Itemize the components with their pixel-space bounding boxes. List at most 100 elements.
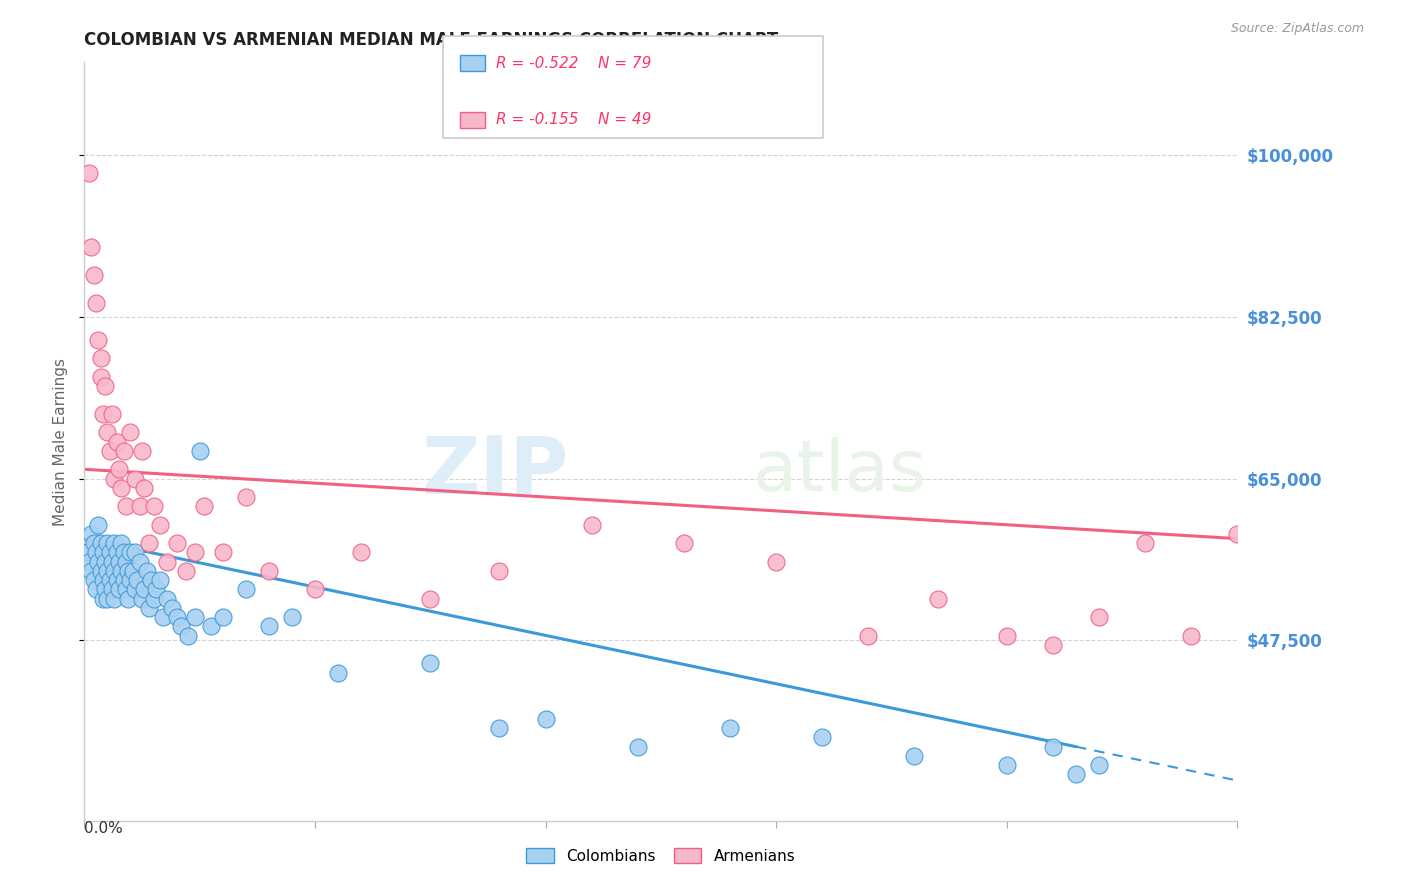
Point bbox=[131, 591, 153, 606]
Point bbox=[488, 564, 510, 578]
Point bbox=[124, 471, 146, 485]
Point bbox=[135, 564, 157, 578]
Point bbox=[83, 268, 105, 282]
Legend: Colombians, Armenians: Colombians, Armenians bbox=[520, 842, 801, 870]
Point bbox=[488, 721, 510, 735]
Point bbox=[811, 731, 834, 745]
Point bbox=[138, 536, 160, 550]
Point bbox=[170, 619, 193, 633]
Point bbox=[1133, 536, 1156, 550]
Point bbox=[112, 443, 135, 458]
Point bbox=[419, 657, 441, 671]
Point bbox=[235, 490, 257, 504]
Point bbox=[211, 610, 233, 624]
Point bbox=[124, 582, 146, 597]
Point bbox=[115, 500, 138, 514]
Point bbox=[112, 545, 135, 559]
Point bbox=[77, 166, 100, 180]
Point bbox=[115, 582, 138, 597]
Point bbox=[101, 407, 124, 421]
Point bbox=[91, 573, 114, 587]
Point bbox=[184, 545, 207, 559]
Text: Source: ZipAtlas.com: Source: ZipAtlas.com bbox=[1230, 22, 1364, 36]
Point bbox=[1042, 739, 1064, 754]
Point bbox=[1042, 638, 1064, 652]
Point bbox=[152, 610, 174, 624]
Point bbox=[84, 545, 107, 559]
Point bbox=[134, 582, 156, 597]
Point bbox=[117, 564, 139, 578]
Point bbox=[177, 629, 200, 643]
Point bbox=[156, 591, 179, 606]
Point bbox=[110, 564, 132, 578]
Point bbox=[117, 591, 139, 606]
Point bbox=[89, 536, 111, 550]
Point bbox=[141, 573, 163, 587]
Point bbox=[87, 517, 110, 532]
Point bbox=[115, 555, 138, 569]
Point bbox=[101, 582, 124, 597]
Point bbox=[184, 610, 207, 624]
Point bbox=[94, 582, 117, 597]
Point bbox=[257, 619, 280, 633]
Point bbox=[103, 536, 125, 550]
Point bbox=[76, 545, 98, 559]
Point bbox=[101, 555, 124, 569]
Point bbox=[120, 425, 142, 440]
Point bbox=[121, 564, 143, 578]
Point bbox=[80, 564, 103, 578]
Point bbox=[77, 555, 100, 569]
Point bbox=[89, 564, 111, 578]
Point bbox=[149, 573, 172, 587]
Point bbox=[1226, 527, 1249, 541]
Point bbox=[108, 462, 131, 476]
Point bbox=[112, 573, 135, 587]
Point bbox=[96, 425, 118, 440]
Point bbox=[193, 500, 215, 514]
Point bbox=[1088, 758, 1111, 772]
Point bbox=[110, 536, 132, 550]
Point bbox=[96, 564, 118, 578]
Point bbox=[105, 573, 128, 587]
Point bbox=[83, 536, 105, 550]
Point bbox=[174, 564, 197, 578]
Point bbox=[96, 591, 118, 606]
Point bbox=[87, 333, 110, 347]
Point bbox=[188, 443, 211, 458]
Point bbox=[124, 545, 146, 559]
Point bbox=[304, 582, 326, 597]
Point bbox=[1088, 610, 1111, 624]
Point bbox=[134, 481, 156, 495]
Point bbox=[91, 545, 114, 559]
Point bbox=[419, 591, 441, 606]
Point bbox=[131, 443, 153, 458]
Point bbox=[96, 536, 118, 550]
Point bbox=[98, 545, 121, 559]
Y-axis label: Median Male Earnings: Median Male Earnings bbox=[53, 358, 69, 525]
Text: R = -0.155    N = 49: R = -0.155 N = 49 bbox=[496, 112, 652, 127]
Point bbox=[257, 564, 280, 578]
Point bbox=[858, 629, 880, 643]
Text: COLOMBIAN VS ARMENIAN MEDIAN MALE EARNINGS CORRELATION CHART: COLOMBIAN VS ARMENIAN MEDIAN MALE EARNIN… bbox=[84, 31, 779, 49]
Point bbox=[105, 434, 128, 449]
Point bbox=[91, 591, 114, 606]
Point bbox=[105, 545, 128, 559]
Point bbox=[718, 721, 741, 735]
Point bbox=[80, 527, 103, 541]
Point bbox=[903, 748, 925, 763]
Point bbox=[211, 545, 233, 559]
Point bbox=[84, 296, 107, 310]
Point bbox=[94, 555, 117, 569]
Point bbox=[83, 573, 105, 587]
Point bbox=[128, 555, 150, 569]
Point bbox=[166, 610, 188, 624]
Point bbox=[80, 240, 103, 254]
Point bbox=[534, 712, 557, 726]
Point bbox=[128, 500, 150, 514]
Point bbox=[995, 758, 1018, 772]
Point bbox=[142, 591, 165, 606]
Point bbox=[166, 536, 188, 550]
Point bbox=[110, 481, 132, 495]
Point bbox=[103, 564, 125, 578]
Point bbox=[120, 573, 142, 587]
